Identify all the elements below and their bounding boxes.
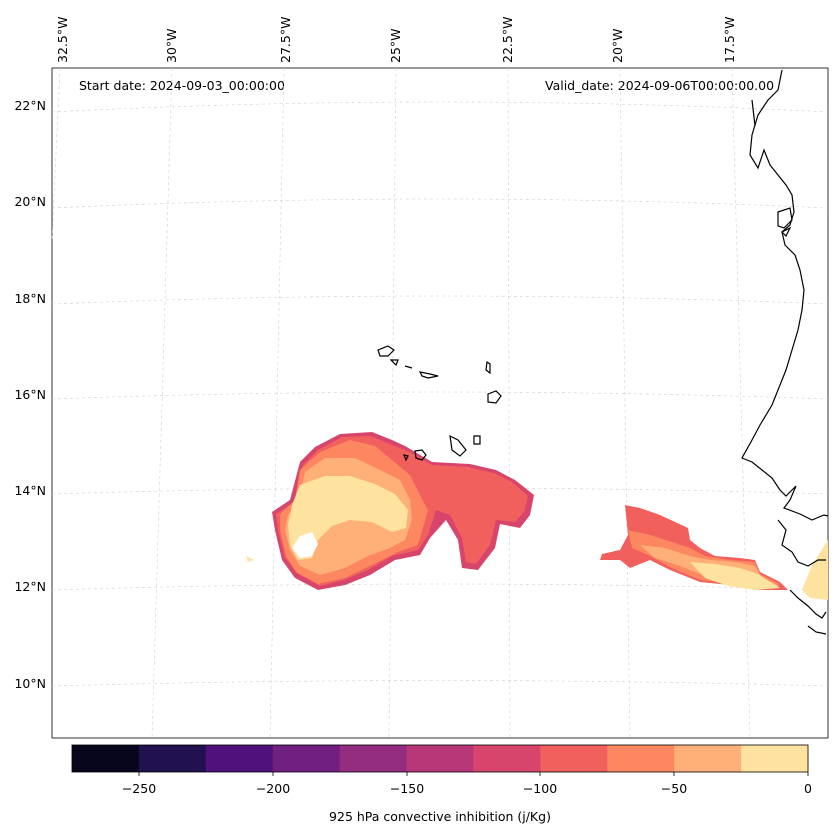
- contour-fill-25-0: [288, 476, 408, 560]
- colorbar-tick-0: 0: [804, 781, 812, 796]
- colorbar-tick-minus-200: −200: [255, 781, 291, 796]
- colorbar: [71, 744, 809, 776]
- lat-label-10n: 10°N: [14, 676, 46, 691]
- contour-fill-east-25-0: [690, 562, 780, 590]
- colorbar-swatch-0: [72, 745, 140, 772]
- sao-nicolau-island: [404, 365, 439, 379]
- colorbar-swatch-7: [540, 745, 608, 772]
- colorbar-tick-minus-100: −100: [522, 781, 558, 796]
- colorbar-swatch-1: [138, 745, 207, 772]
- sal-island: [485, 360, 491, 375]
- sao-vicente-island: [389, 359, 399, 367]
- colorbar-swatch-8: [607, 745, 675, 772]
- colorbar-swatch-5: [406, 745, 474, 772]
- colorbar-tick-minus-150: −150: [389, 781, 425, 796]
- santiago-island: [449, 434, 467, 457]
- santo-antao-island: [377, 345, 395, 357]
- colorbar-frame: [71, 744, 809, 773]
- colorbar-swatch-9: [674, 745, 742, 772]
- boa-vista-island: [487, 390, 502, 404]
- colorbar-tick-minus-250: −250: [121, 781, 157, 796]
- coastlines: [377, 69, 829, 635]
- coast-detail: [751, 99, 793, 238]
- map-frame: [51, 67, 829, 739]
- lat-label-18n: 18°N: [14, 291, 46, 306]
- lat-label-12n: 12°N: [14, 579, 46, 594]
- cin-contours-west: [246, 432, 534, 590]
- fogo-island: [414, 449, 427, 461]
- lat-label-22n: 22°N: [14, 98, 46, 113]
- contour-spot-west: [246, 556, 254, 562]
- graticule: [51, 67, 829, 739]
- valid-date-label: Valid_date: 2024-09-06T00:00:00.00: [545, 78, 775, 93]
- lat-label-14n: 14°N: [14, 483, 46, 498]
- colorbar-tick-minus-50: −50: [660, 781, 688, 796]
- colorbar-swatch-10: [741, 745, 809, 772]
- start-date-label: Start date: 2024-09-03_00:00:00: [79, 78, 285, 93]
- colorbar-swatches: [72, 745, 809, 772]
- colorbar-swatch-3: [272, 745, 341, 772]
- lat-label-16n: 16°N: [14, 387, 46, 402]
- africa-coastline-south: [777, 519, 827, 635]
- colorbar-swatch-6: [473, 745, 541, 772]
- brava-island: [403, 454, 409, 462]
- colorbar-swatch-4: [339, 745, 408, 772]
- maio-island: [473, 435, 481, 445]
- colorbar-swatch-2: [205, 745, 274, 772]
- colorbar-ticks: [138, 772, 809, 776]
- africa-coastline: [741, 69, 829, 521]
- lat-label-20n: 20°N: [14, 194, 46, 209]
- cin-contours-east: [600, 505, 828, 600]
- colorbar-title: 925 hPa convective inhibition (j/Kg): [329, 809, 551, 824]
- contour-fill-coast: [802, 540, 828, 600]
- contour-hole: [292, 532, 318, 558]
